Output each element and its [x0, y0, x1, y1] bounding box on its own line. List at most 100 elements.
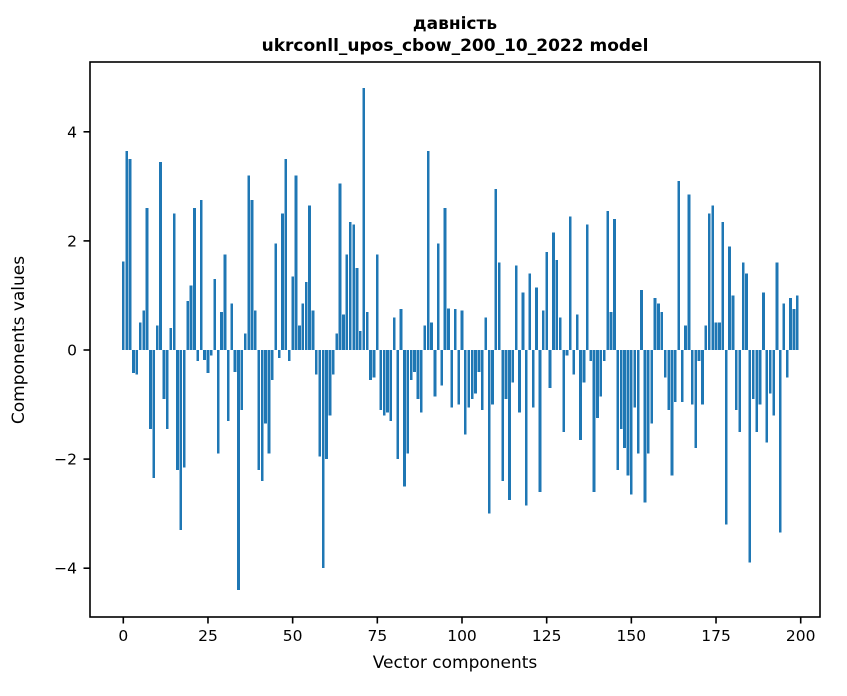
bar	[657, 303, 660, 350]
bar	[768, 350, 772, 394]
bar	[765, 350, 769, 443]
bar	[152, 350, 156, 479]
bar	[711, 205, 714, 350]
bar	[213, 279, 217, 350]
bar	[616, 350, 620, 471]
bar	[440, 350, 444, 386]
y-tick-label: 2	[67, 232, 77, 250]
bar	[223, 254, 227, 350]
bar	[619, 350, 623, 430]
bar	[423, 325, 427, 350]
bar	[247, 175, 250, 350]
bar	[521, 292, 525, 350]
bar	[294, 175, 298, 350]
bar	[714, 322, 718, 350]
bar	[558, 317, 562, 350]
bar	[331, 350, 335, 375]
bar	[433, 350, 437, 397]
bar	[511, 350, 515, 383]
bar	[748, 350, 752, 563]
bar	[745, 273, 748, 350]
bar	[270, 350, 274, 380]
bar	[206, 350, 210, 373]
bar	[149, 350, 152, 430]
bar	[585, 224, 589, 350]
bar	[772, 350, 775, 416]
bar	[447, 308, 450, 350]
bar	[687, 194, 691, 350]
bar	[328, 350, 332, 416]
bar	[396, 350, 399, 460]
x-tick-label: 50	[283, 627, 303, 645]
bar	[321, 350, 325, 569]
x-tick-label: 100	[447, 627, 477, 645]
bar	[514, 265, 518, 350]
bars-group	[121, 88, 799, 591]
bar	[663, 350, 667, 378]
bar	[575, 314, 579, 350]
bar	[643, 350, 647, 503]
bar	[589, 350, 593, 361]
bar	[189, 285, 193, 350]
bar	[186, 300, 189, 350]
bar	[724, 350, 728, 525]
bar	[291, 276, 294, 350]
bar	[392, 317, 396, 350]
bar	[284, 159, 288, 350]
x-tick-label: 0	[118, 627, 128, 645]
bar	[565, 350, 569, 356]
bar	[257, 350, 261, 471]
bar	[795, 295, 799, 350]
bar	[667, 350, 670, 411]
bar	[697, 350, 701, 361]
x-tick-label: 150	[617, 627, 647, 645]
bar	[602, 350, 606, 361]
bar	[132, 350, 135, 373]
bar	[680, 350, 684, 402]
bar	[220, 311, 223, 350]
plot-border	[89, 61, 821, 618]
bar	[552, 232, 555, 350]
bar	[755, 350, 759, 432]
bar	[125, 150, 129, 350]
bar	[379, 350, 383, 411]
bar	[653, 298, 657, 350]
bar	[460, 310, 464, 350]
y-tick-label: 4	[67, 123, 77, 141]
bar	[165, 350, 169, 430]
bar	[579, 350, 582, 441]
bar	[240, 350, 244, 411]
bar	[375, 254, 379, 350]
bar	[298, 325, 301, 350]
bar	[199, 199, 203, 350]
bar	[487, 350, 491, 514]
bar	[203, 350, 206, 360]
bar	[362, 88, 366, 350]
bar	[348, 221, 352, 350]
bar	[172, 213, 176, 351]
bar	[501, 350, 504, 481]
bar	[254, 310, 257, 350]
bar	[630, 350, 633, 495]
x-tick-label: 175	[701, 627, 731, 645]
bar	[731, 295, 735, 350]
bar	[518, 350, 521, 413]
bar	[389, 350, 393, 421]
bar	[474, 350, 477, 394]
bar	[660, 311, 664, 350]
bar	[464, 350, 467, 435]
bar	[779, 350, 782, 533]
bar	[267, 350, 271, 454]
bar	[674, 350, 677, 402]
bar	[301, 303, 305, 350]
bar	[264, 350, 267, 424]
bar	[274, 243, 278, 350]
bar	[728, 246, 731, 350]
bar	[677, 180, 681, 350]
bar	[707, 213, 711, 351]
bar	[155, 325, 159, 350]
bar	[650, 350, 654, 424]
bar	[250, 199, 254, 350]
bar	[179, 350, 183, 531]
bar	[365, 311, 369, 350]
